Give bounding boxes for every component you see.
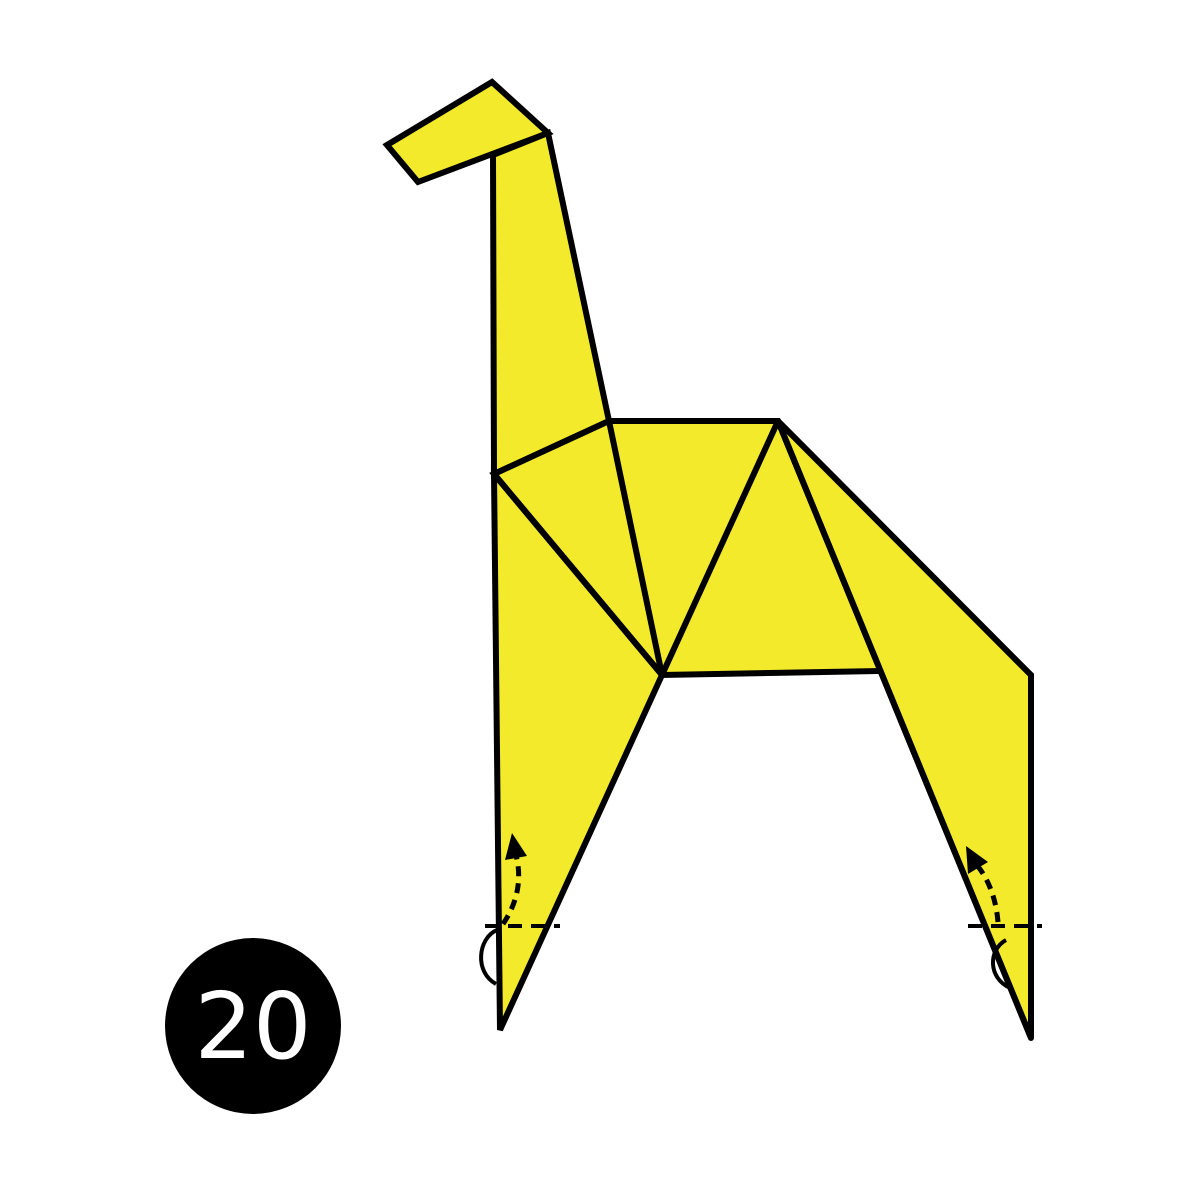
- crease-neck-body: [606, 418, 665, 678]
- step-badge-circle: [165, 938, 341, 1114]
- step-number: 20: [194, 973, 311, 1080]
- rear-arrow-head: [966, 846, 988, 874]
- front-fold-hook-icon: [479, 928, 498, 986]
- front-foot-fold: [479, 833, 560, 986]
- rear-fold-hook-icon: [991, 938, 1011, 990]
- step-badge: 20: [165, 938, 341, 1114]
- rear-fold-arrow: [974, 862, 1001, 923]
- rear-foot-fold: [966, 846, 1042, 990]
- crease-shoulder: [491, 471, 665, 678]
- crease-body-center: [659, 418, 781, 678]
- front-arrow-head: [505, 833, 527, 860]
- giraffe-neck: [489, 128, 613, 479]
- front-fold-arrow: [500, 854, 522, 926]
- giraffe-figure: [382, 78, 1034, 1041]
- crease-rear-leg: [775, 418, 1034, 1041]
